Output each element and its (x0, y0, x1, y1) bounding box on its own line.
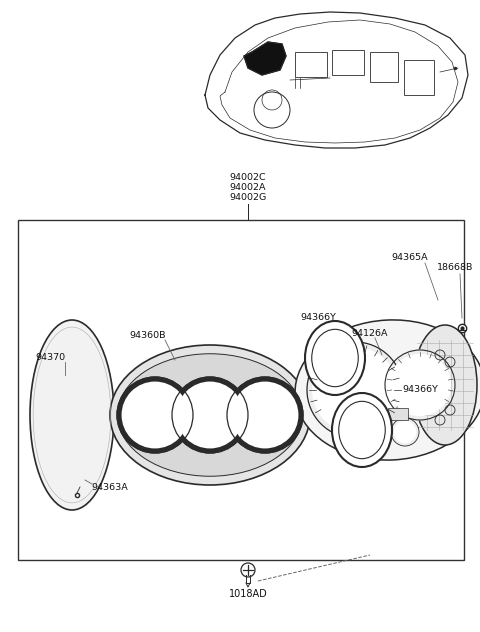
Text: 94363A: 94363A (92, 483, 128, 492)
Circle shape (121, 382, 189, 449)
Ellipse shape (30, 320, 114, 510)
Circle shape (117, 377, 193, 453)
Circle shape (231, 382, 299, 449)
Bar (404, 60, 434, 95)
Circle shape (395, 422, 416, 442)
Circle shape (177, 382, 243, 449)
Circle shape (313, 348, 397, 432)
Text: 94002G: 94002G (229, 193, 266, 202)
Circle shape (391, 418, 419, 446)
Bar (370, 52, 398, 82)
Text: 94366Y: 94366Y (402, 386, 438, 394)
Ellipse shape (339, 401, 385, 459)
Circle shape (364, 422, 385, 442)
Text: 18668B: 18668B (437, 264, 473, 272)
Bar (388, 408, 408, 420)
Text: 94370: 94370 (35, 353, 65, 363)
Circle shape (385, 350, 455, 420)
Bar (332, 50, 364, 75)
Text: 94366Y: 94366Y (300, 313, 336, 322)
Text: 1018AD: 1018AD (228, 589, 267, 599)
Circle shape (307, 342, 403, 438)
Ellipse shape (305, 321, 365, 395)
Circle shape (227, 377, 303, 453)
Ellipse shape (295, 320, 480, 460)
Ellipse shape (413, 325, 477, 445)
Bar (295, 52, 327, 77)
Polygon shape (244, 42, 286, 75)
Ellipse shape (118, 354, 302, 477)
Text: 94002C: 94002C (230, 174, 266, 183)
Text: 94126A: 94126A (352, 329, 388, 337)
Text: 94002A: 94002A (230, 183, 266, 193)
Ellipse shape (332, 393, 392, 467)
Circle shape (361, 418, 389, 446)
Ellipse shape (110, 345, 310, 485)
Text: 94360B: 94360B (130, 331, 166, 339)
Circle shape (390, 355, 450, 415)
Bar (18, 220, 464, 560)
Text: 94365A: 94365A (392, 253, 428, 262)
Ellipse shape (312, 329, 358, 387)
Circle shape (172, 377, 248, 453)
